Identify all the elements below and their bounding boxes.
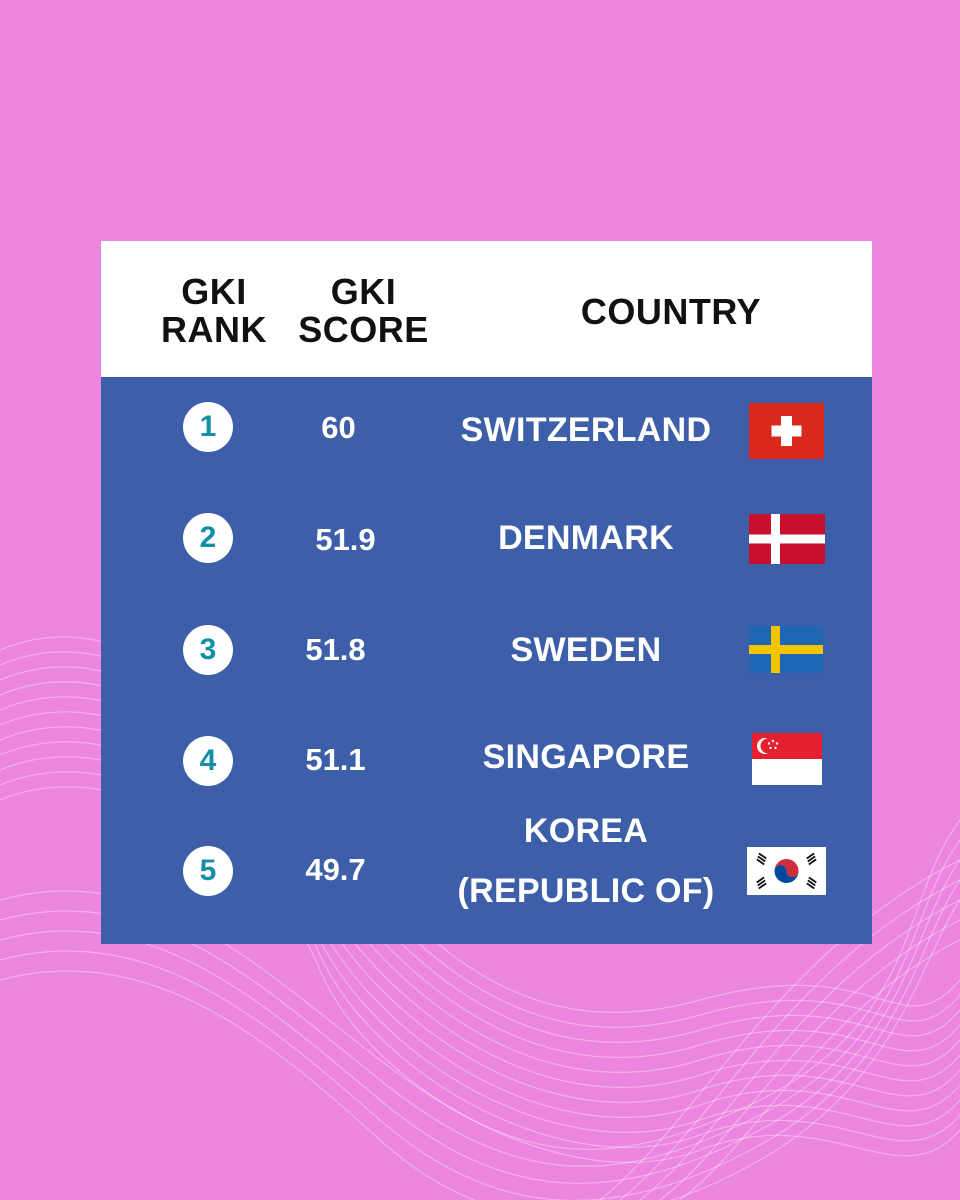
country-name-line1: KOREA [523,812,649,850]
singapore-flag-icon [752,733,822,785]
country-name: SINGAPORE [482,738,690,776]
header-country: COUNTRY [580,291,762,332]
country-name: SWEDEN [510,631,662,669]
rank-badge: 1 [183,402,233,452]
score-value: 49.7 [305,852,366,887]
table-row: 1 60 SWITZERLAND [101,376,872,486]
sweden-flag-icon [749,626,823,673]
rank-badge: 4 [183,736,233,786]
header-gki-rank: GKI RANK [161,271,267,350]
country-name: KOREA (REPUBLIC OF) [441,811,731,911]
table-row: 2 51.9 DENMARK [101,486,872,596]
country-name-line2: (REPUBLIC OF) [457,872,715,910]
header-gki-score: GKI SCORE [298,271,429,350]
score-value: 51.1 [305,742,366,777]
south-korea-flag-icon [747,847,826,895]
rank-badge: 2 [183,513,233,563]
country-name: DENMARK [498,519,674,557]
ranking-table: GKI RANK GKI SCORE COUNTRY 1 60 SWITZERL… [101,241,872,944]
switzerland-flag-icon [749,403,824,459]
country-name: SWITZERLAND [460,411,712,449]
table-header: GKI RANK GKI SCORE COUNTRY [101,241,872,377]
denmark-flag-icon [749,514,825,564]
table-row: 4 51.1 SINGAPORE [101,706,872,816]
score-value: 51.9 [315,522,376,557]
score-value: 60 [321,410,356,445]
rank-badge: 5 [183,846,233,896]
table-row: 3 51.8 SWEDEN [101,596,872,706]
score-value: 51.8 [305,632,366,667]
rank-badge: 3 [183,625,233,675]
table-row: 5 49.7 KOREA (REPUBLIC OF) [101,811,872,941]
